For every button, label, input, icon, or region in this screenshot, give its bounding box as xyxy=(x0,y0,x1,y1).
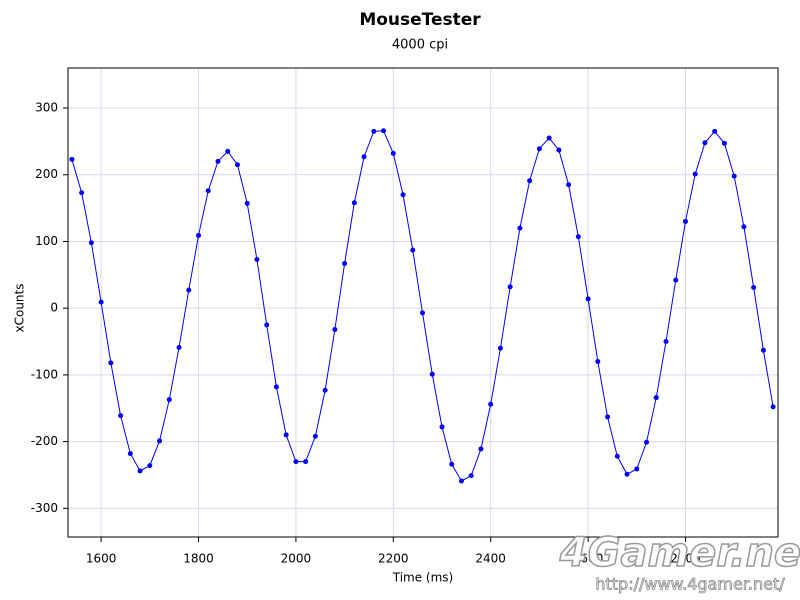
point xyxy=(605,414,611,420)
point xyxy=(293,459,299,465)
point xyxy=(449,461,455,467)
point xyxy=(147,463,153,469)
point xyxy=(390,150,396,156)
x-tick-label: 2400 xyxy=(475,552,506,566)
point xyxy=(468,473,474,479)
point xyxy=(332,327,338,333)
point xyxy=(361,154,367,160)
watermark: 4Gamer.net xyxy=(559,530,800,576)
point xyxy=(127,451,133,457)
point xyxy=(478,446,484,452)
x-tick-label: 1600 xyxy=(86,552,117,566)
point xyxy=(79,190,85,196)
point xyxy=(118,413,124,419)
point xyxy=(88,240,94,246)
point xyxy=(614,453,620,459)
point xyxy=(770,404,776,410)
y-tick-label: -200 xyxy=(31,434,58,448)
point xyxy=(663,339,669,345)
y-tick-label: 300 xyxy=(35,101,58,115)
point xyxy=(322,387,328,393)
chart-subtitle: 4000 cpi xyxy=(392,38,448,53)
point xyxy=(439,424,445,430)
point xyxy=(205,188,211,194)
point xyxy=(702,140,708,146)
point xyxy=(342,260,348,266)
y-tick-label: -100 xyxy=(31,367,58,381)
point xyxy=(157,438,163,444)
y-tick-label: 200 xyxy=(35,167,58,181)
point xyxy=(312,433,318,439)
point xyxy=(254,256,260,262)
x-tick-label: 2800 xyxy=(670,552,701,566)
point xyxy=(196,232,202,238)
point xyxy=(186,287,192,293)
point xyxy=(556,147,562,153)
point xyxy=(585,296,591,302)
x-tick-label: 2000 xyxy=(281,552,312,566)
point xyxy=(624,471,630,477)
point xyxy=(351,200,357,206)
point xyxy=(381,128,387,134)
point xyxy=(371,128,377,134)
point xyxy=(731,173,737,179)
plot-frame xyxy=(67,67,779,538)
point xyxy=(303,459,309,465)
point xyxy=(712,128,718,134)
point xyxy=(497,345,503,351)
point xyxy=(283,432,289,438)
point xyxy=(575,234,581,240)
point xyxy=(536,146,542,152)
y-tick-label: 0 xyxy=(50,301,58,315)
point xyxy=(546,135,552,141)
y-tick-label: -300 xyxy=(31,501,58,515)
point xyxy=(264,322,270,328)
point xyxy=(760,347,766,353)
chart-title: MouseTester xyxy=(359,10,481,30)
point xyxy=(682,218,688,224)
point xyxy=(634,466,640,472)
point xyxy=(527,178,533,184)
point xyxy=(653,395,659,401)
point xyxy=(507,284,513,290)
x-tick-label: 1800 xyxy=(183,552,214,566)
y-tick-label: 100 xyxy=(35,234,58,248)
x-axis-label: Time (ms) xyxy=(392,571,454,585)
point xyxy=(595,359,601,365)
point xyxy=(410,247,416,253)
point xyxy=(488,401,494,407)
x-tick-label: 2600 xyxy=(573,552,604,566)
grid: 1600 1800 2000 2200 2400 2600 2800-300-200-100… xyxy=(31,68,778,566)
point xyxy=(225,148,231,154)
point xyxy=(566,182,572,188)
point xyxy=(108,360,114,366)
point xyxy=(273,384,279,390)
point xyxy=(137,468,143,474)
point xyxy=(458,478,464,484)
point xyxy=(751,284,757,290)
point xyxy=(429,371,435,377)
point xyxy=(98,299,104,305)
point xyxy=(69,156,75,162)
point xyxy=(692,171,698,177)
point xyxy=(234,162,240,168)
watermark-url: http://www.4gamer.net/ xyxy=(595,575,785,594)
point xyxy=(176,345,182,351)
y-axis-label: xCounts xyxy=(13,284,27,333)
point xyxy=(400,192,406,198)
point xyxy=(517,225,523,231)
point xyxy=(741,224,747,230)
point xyxy=(644,439,650,445)
point xyxy=(673,277,679,283)
point xyxy=(420,310,426,316)
point xyxy=(166,397,172,403)
point xyxy=(244,200,250,206)
marks xyxy=(69,128,776,484)
point xyxy=(721,140,727,146)
fit-line xyxy=(71,130,774,482)
x-tick-label: 2200 xyxy=(378,552,409,566)
point xyxy=(215,158,221,164)
